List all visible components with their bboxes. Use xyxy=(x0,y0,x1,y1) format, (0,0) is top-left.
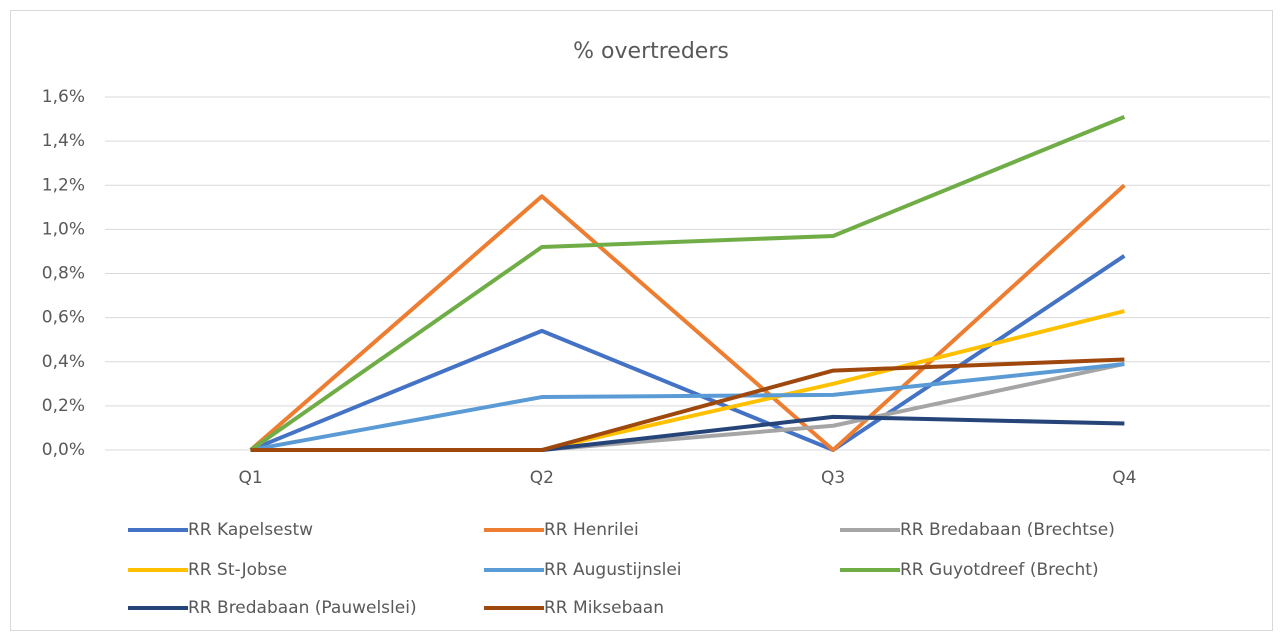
series-line xyxy=(249,115,1126,452)
x-tick-label: Q4 xyxy=(1112,468,1136,488)
x-tick-label: Q2 xyxy=(530,468,554,488)
x-tick-label: Q3 xyxy=(821,468,845,488)
y-tick-label: 1,2% xyxy=(42,175,85,195)
y-tick-label: 0,2% xyxy=(42,396,85,416)
legend-label: RR Bredabaan (Pauwelslei) xyxy=(188,598,417,618)
x-tick-label: Q1 xyxy=(239,468,263,488)
y-tick-label: 0,8% xyxy=(42,264,85,284)
series-line xyxy=(249,254,1126,452)
series-line xyxy=(250,357,1125,452)
y-tick-label: 0,0% xyxy=(42,440,85,460)
chart-border xyxy=(10,10,1273,631)
legend-label: RR Bredabaan (Brechtse) xyxy=(900,520,1115,540)
series-line xyxy=(249,183,1126,452)
legend-label: RR Augustijnslei xyxy=(544,560,682,580)
y-tick-label: 1,6% xyxy=(42,87,85,107)
series-line xyxy=(250,361,1125,452)
legend-label: RR Kapelsestw xyxy=(188,520,313,540)
legend-label: RR Miksebaan xyxy=(544,598,664,618)
legend-label: RR Guyotdreef (Brecht) xyxy=(900,560,1099,580)
chart-title: % overtreders xyxy=(573,39,729,64)
y-tick-label: 0,4% xyxy=(42,352,85,372)
y-tick-label: 1,4% xyxy=(42,131,85,151)
y-tick-label: 1,0% xyxy=(42,219,85,239)
y-tick-label: 0,6% xyxy=(42,308,85,328)
legend-label: RR St-Jobse xyxy=(188,560,287,580)
legend-label: RR Henrilei xyxy=(544,520,639,540)
